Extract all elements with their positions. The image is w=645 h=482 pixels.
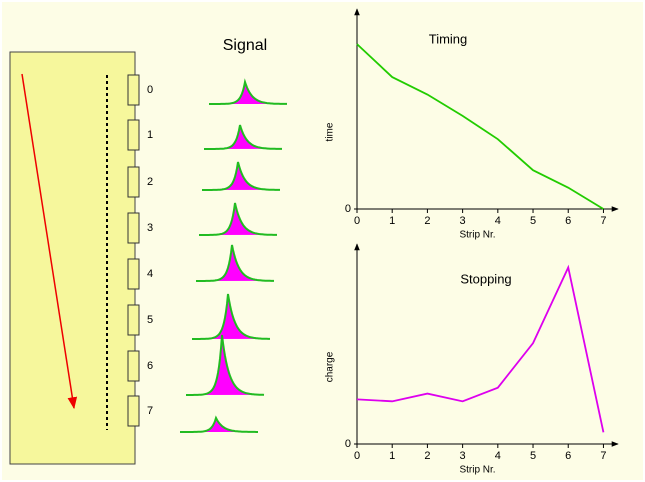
x-tick-label: 2	[424, 215, 430, 227]
x-axis-label: Strip Nr.	[459, 465, 495, 476]
chart-title: Timing	[429, 31, 468, 46]
pulse	[196, 244, 274, 282]
pulse	[204, 124, 282, 150]
y-axis-label: time	[325, 122, 336, 141]
x-tick-label: 6	[565, 450, 571, 462]
x-tick-label: 0	[354, 450, 360, 462]
strip-label: 5	[147, 314, 153, 326]
strip-label: 6	[147, 360, 153, 372]
strip	[127, 395, 140, 427]
strip-label: 2	[147, 176, 153, 188]
strip	[127, 74, 140, 106]
signal-title: Signal	[223, 37, 267, 54]
y-axis-label: charge	[325, 351, 336, 382]
pulse	[186, 334, 265, 396]
x-tick-label: 7	[600, 450, 606, 462]
x-tick-label: 5	[530, 450, 536, 462]
x-tick-label: 7	[600, 215, 606, 227]
x-tick-label: 2	[424, 450, 430, 462]
y-tick-label: 0	[345, 203, 351, 215]
strip-label: 0	[147, 84, 153, 96]
strip	[127, 258, 140, 290]
strip	[127, 304, 140, 336]
strip	[127, 350, 140, 382]
x-tick-label: 1	[389, 450, 395, 462]
pulse	[209, 78, 287, 105]
pulse	[192, 293, 270, 340]
strip-label: 4	[147, 268, 153, 280]
x-tick-label: 1	[389, 215, 395, 227]
strip	[127, 119, 140, 151]
pulse	[202, 161, 280, 191]
chart-title: Stopping	[460, 271, 511, 286]
y-tick-label: 0	[345, 438, 351, 450]
x-axis-label: Strip Nr.	[459, 230, 495, 241]
x-tick-label: 0	[354, 215, 360, 227]
strip	[127, 212, 140, 244]
strip-label: 3	[147, 222, 153, 234]
x-tick-label: 3	[460, 450, 466, 462]
line-series	[356, 264, 605, 433]
x-tick-label: 3	[460, 215, 466, 227]
line-series	[356, 43, 604, 210]
pulse	[180, 415, 258, 433]
strip-label: 7	[147, 405, 153, 417]
x-tick-label: 5	[530, 215, 536, 227]
x-tick-label: 4	[495, 215, 501, 227]
x-tick-label: 4	[495, 450, 501, 462]
x-tick-label: 6	[565, 215, 571, 227]
strip-label: 1	[147, 129, 153, 141]
particle-track	[21, 73, 78, 410]
strip	[127, 166, 140, 198]
pulse	[199, 202, 277, 236]
